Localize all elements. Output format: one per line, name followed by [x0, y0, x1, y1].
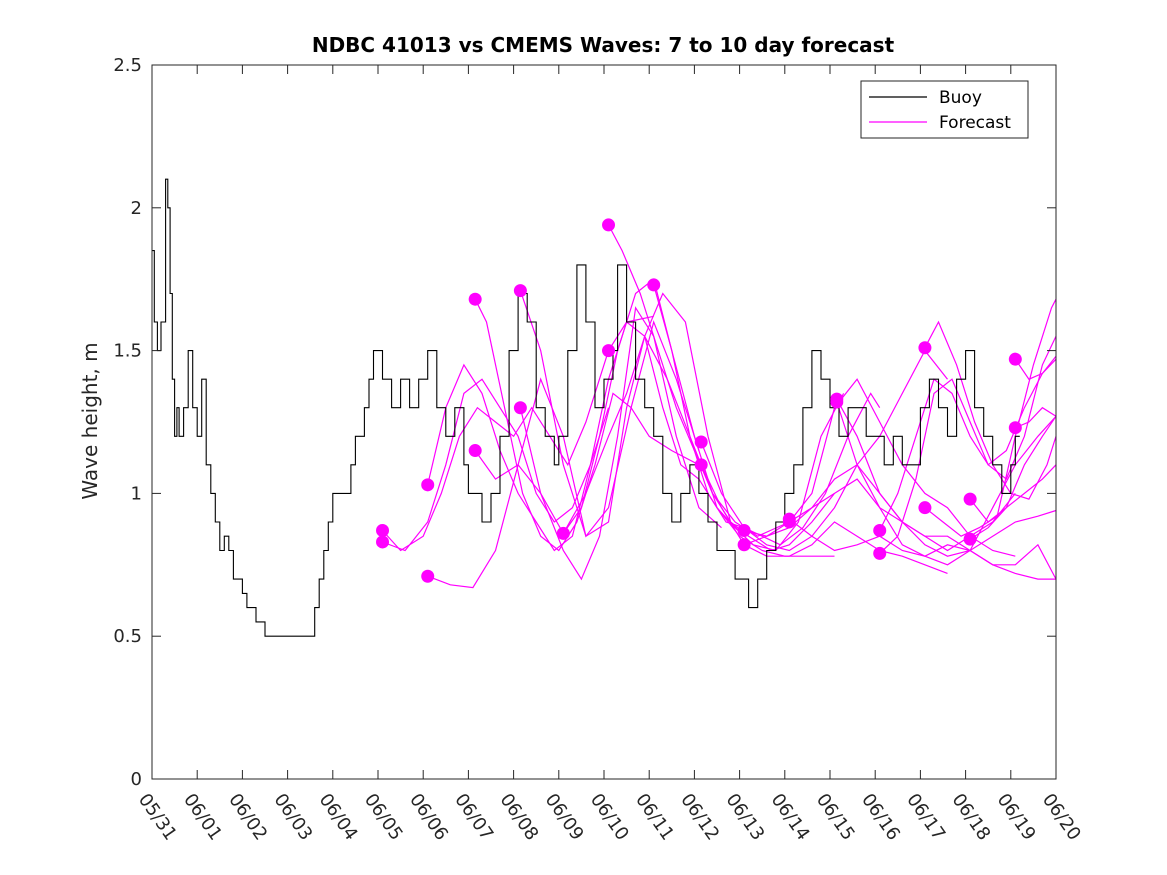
data-layer [152, 178, 1057, 637]
x-tick-label: 05/31 [134, 790, 181, 845]
x-tick-label: 06/08 [496, 790, 543, 845]
y-tick-label: 1 [131, 483, 142, 504]
forecast-start-point [376, 535, 390, 549]
forecast-start-point [421, 478, 435, 492]
x-tick-label: 06/10 [586, 790, 633, 845]
forecast-line-17 [788, 478, 1056, 580]
x-tick-label: 06/13 [722, 790, 769, 845]
x-tick-label: 06/12 [676, 790, 723, 845]
forecast-start-point [782, 512, 796, 526]
forecast-start-point [468, 444, 482, 458]
forecast-start-point [513, 284, 527, 298]
forecast-start-point [918, 341, 932, 355]
chart-title: NDBC 41013 vs CMEMS Waves: 7 to 10 day f… [312, 33, 895, 57]
forecast-start-point [963, 492, 977, 506]
forecast-line-20 [836, 401, 1057, 566]
forecast-line-27 [1014, 358, 1057, 380]
x-tick-label: 06/16 [857, 790, 904, 845]
forecast-start-point [647, 278, 661, 292]
y-axis-label: Wave height, m [78, 342, 102, 499]
forecast-start-point [421, 569, 435, 583]
y-tick-label: 1.5 [113, 341, 142, 362]
forecast-line-2 [382, 378, 610, 552]
forecast-line-6 [474, 306, 722, 581]
forecast-start-point [602, 218, 616, 232]
forecast-line-5 [474, 298, 700, 552]
legend-forecast-label: Forecast [939, 113, 1011, 133]
forecast-line-28 [1015, 406, 1057, 429]
x-tick-label: 06/04 [315, 790, 362, 845]
x-tick-label: 06/07 [450, 790, 497, 845]
forecast-line-19 [836, 398, 1057, 557]
forecast-start-point [737, 524, 751, 538]
x-tick-label: 06/14 [767, 790, 814, 845]
forecast-line-26 [969, 464, 1057, 540]
buoy-line [152, 178, 1020, 637]
forecast-line-1 [382, 350, 610, 552]
x-tick-label: 06/01 [179, 790, 226, 845]
x-tick-label: 06/09 [541, 790, 588, 845]
x-tick-label: 06/20 [1038, 790, 1085, 845]
x-tick-label: 06/02 [224, 790, 271, 845]
forecast-start-point [376, 524, 390, 538]
forecast-line-13 [700, 349, 948, 552]
forecast-start-point [513, 401, 527, 415]
x-tick-label: 06/18 [948, 790, 995, 845]
forecast-line-14 [700, 464, 948, 574]
forecast-start-point [873, 546, 887, 560]
legend-box [860, 80, 1029, 139]
forecast-line-22 [879, 336, 1057, 554]
forecast-start-point [694, 458, 708, 472]
forecast-start-point [468, 292, 482, 306]
legend: Buoy Forecast [860, 80, 1029, 139]
x-tick-label: 06/06 [405, 790, 452, 845]
legend-buoy-label: Buoy [939, 88, 982, 108]
x-tick-label: 06/11 [631, 790, 678, 845]
x-tick-label: 06/05 [360, 790, 407, 845]
forecast-start-point [1008, 421, 1022, 435]
y-tick-label: 0 [131, 769, 142, 790]
forecast-start-point [694, 435, 708, 449]
y-tick-label: 2.5 [113, 55, 142, 76]
x-tick-label: 06/15 [812, 790, 859, 845]
forecast-line-24 [924, 298, 1057, 537]
x-tick-label: 06/19 [993, 790, 1040, 845]
forecast-line-10 [607, 224, 835, 552]
forecast-start-point [556, 526, 570, 540]
forecast-start-point [873, 524, 887, 538]
forecast-line-25 [969, 415, 1057, 523]
forecast-start-point [918, 501, 932, 515]
x-tick-label: 06/17 [902, 790, 949, 845]
forecast-line-21 [879, 355, 1057, 531]
y-tick-label: 0.5 [113, 626, 142, 647]
forecast-start-point [1008, 352, 1022, 366]
forecast-start-point [737, 538, 751, 552]
forecast-start-point [830, 395, 844, 409]
forecast-start-point [602, 344, 616, 358]
y-tick-label: 2 [131, 198, 142, 219]
forecast-start-point [963, 532, 977, 546]
x-tick-label: 06/03 [270, 790, 317, 845]
